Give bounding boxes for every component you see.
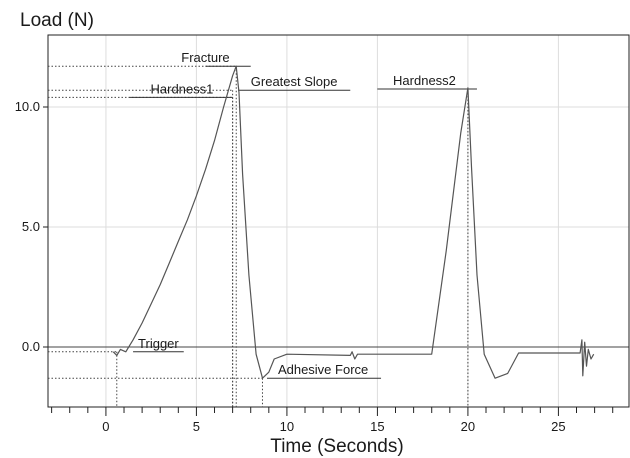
x-tick-label: 20 bbox=[461, 419, 475, 434]
annotation-markers: Fracture Greatest Slope Hardness1 Hardness2… bbox=[48, 50, 477, 407]
load-series-line bbox=[112, 65, 595, 379]
grid-lines bbox=[48, 35, 629, 407]
x-tick-label: 10 bbox=[280, 419, 294, 434]
annotation-label: Trigger bbox=[138, 336, 179, 351]
x-tick-label: 15 bbox=[370, 419, 384, 434]
y-tick-label: 5.0 bbox=[22, 219, 40, 234]
annotation-label: Greatest Slope bbox=[251, 74, 338, 89]
x-tick-label: 5 bbox=[193, 419, 200, 434]
plot-frame bbox=[47, 34, 630, 408]
y-tick-label: 10.0 bbox=[15, 99, 40, 114]
x-tick-label: 0 bbox=[102, 419, 109, 434]
x-tick-label: 25 bbox=[551, 419, 565, 434]
annotation-label: Hardness1 bbox=[151, 81, 214, 96]
x-axis-title: Time (Seconds) bbox=[270, 436, 403, 457]
annotation-label: Fracture bbox=[181, 50, 229, 65]
y-tick-label: 0.0 bbox=[22, 339, 40, 354]
y-axis-title: Load (N) bbox=[20, 10, 94, 31]
annotation-label: Hardness2 bbox=[393, 73, 456, 88]
annotation-label: Adhesive Force bbox=[278, 362, 368, 377]
axis-ticks: 0.0 5.0 10.0 0 5 10 15 20 25 bbox=[15, 99, 614, 434]
